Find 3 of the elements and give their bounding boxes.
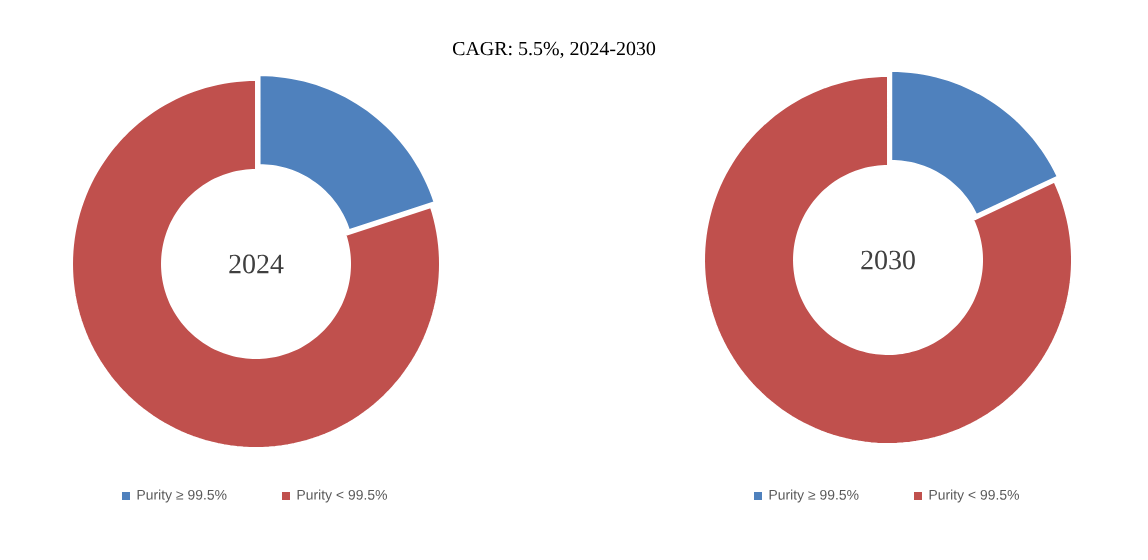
text: CAGR: 5.5%, 2024-2030 [452,41,656,59]
text: 2030 [861,250,915,270]
text: 2024 [229,254,284,274]
